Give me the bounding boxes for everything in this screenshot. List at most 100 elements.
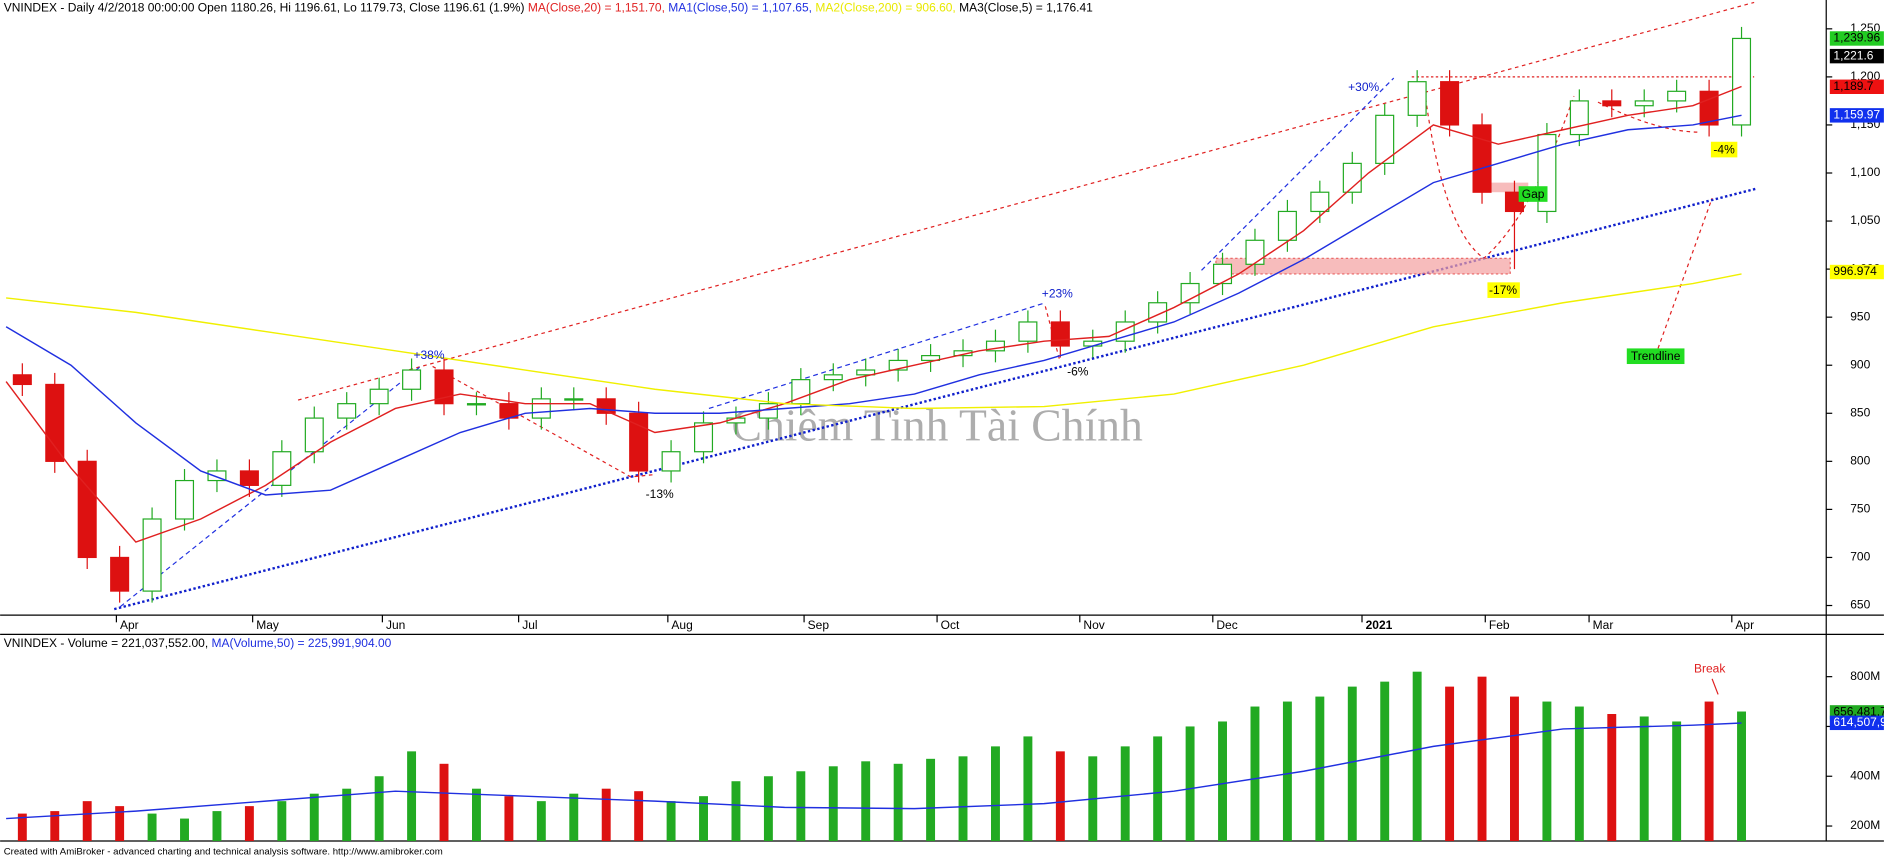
annotation: -6% (1067, 365, 1089, 379)
x-tick-label: Aug (671, 618, 692, 632)
annotation-bg (1710, 141, 1738, 158)
y-tick-label: 800M (1850, 669, 1880, 683)
y-tick-label: 850 (1850, 405, 1870, 419)
candle-body (661, 451, 681, 472)
value-tag-bg (1829, 79, 1884, 94)
candle-body (1018, 321, 1038, 342)
candle-body (304, 417, 324, 453)
volume-bar (1185, 726, 1195, 841)
value-tag: 1,239.96 (1833, 31, 1880, 45)
y-tick-label: 1,050 (1850, 213, 1880, 227)
annotation: Trendline (1631, 349, 1681, 363)
annotation: Gap (1522, 187, 1545, 201)
candle-body (1440, 81, 1460, 126)
candle-body (77, 460, 97, 559)
candle-body (1732, 37, 1752, 126)
candle-body (434, 369, 454, 405)
volume-bar (731, 781, 741, 841)
volume-bar (958, 756, 968, 841)
volume-bar (1607, 714, 1617, 841)
volume-bar (17, 813, 27, 841)
x-tick-label: Sep (808, 618, 830, 632)
value-tag-bg (1829, 108, 1884, 123)
volume-bar (1639, 716, 1649, 841)
candle-body (856, 369, 876, 376)
x-tick-label: 2021 (1366, 618, 1393, 632)
volume-bar (1510, 696, 1519, 841)
ma-line (6, 722, 1742, 820)
gap-zone (1480, 182, 1529, 193)
candle-body (1667, 90, 1687, 102)
volume-bar (1445, 686, 1455, 841)
candle-body (888, 359, 908, 371)
channel-line (297, 1, 1755, 401)
annotation-bg (1518, 186, 1548, 202)
y-tick-label: 200M (1850, 818, 1880, 832)
y-tick-label: 1,100 (1850, 165, 1880, 179)
value-tag-bg (1829, 715, 1884, 731)
volume-bar (1120, 746, 1130, 841)
volume-bar (1218, 721, 1227, 841)
ma-line (5, 85, 1742, 543)
correction-line (432, 365, 655, 478)
volume-bar (1542, 701, 1552, 841)
volume-bar (1250, 706, 1260, 841)
volume-bar (471, 788, 481, 841)
candle-body (1407, 81, 1427, 116)
y-tick-label: 650 (1850, 598, 1870, 612)
volume-bar (634, 791, 644, 841)
y-tick-label: 700 (1850, 550, 1870, 564)
candle-body (402, 369, 422, 390)
candle-body (1472, 124, 1492, 193)
x-tick-label: Apr (1735, 618, 1754, 632)
volume-bar (1672, 721, 1682, 841)
volume-bar (50, 811, 60, 841)
correction-curve (1597, 101, 1701, 133)
candle-body (142, 518, 162, 592)
y-tick-label: 950 (1850, 309, 1870, 323)
volume-bar (1282, 701, 1292, 841)
volume-bar (244, 806, 254, 841)
header-text: VNINDEX - Volume = 221,037,552.00, (4, 636, 208, 650)
value-tag-bg (1829, 48, 1884, 64)
volume-bar (1023, 736, 1033, 841)
volume-bar (1153, 736, 1163, 841)
volume-bar (439, 763, 449, 841)
candle-body (1310, 191, 1330, 213)
volume-bar (796, 771, 806, 841)
volume-bar (926, 758, 936, 841)
candle-body (239, 470, 259, 486)
candle-body (823, 374, 843, 381)
value-tag: 656,481,7 (1833, 705, 1884, 719)
candle-body (12, 374, 32, 386)
candle-body (1342, 162, 1362, 193)
candle-body (207, 470, 227, 482)
volume-bar (147, 813, 157, 841)
volume-bar (82, 801, 92, 841)
annotation: Break (1694, 661, 1726, 675)
annotation: +38% (413, 348, 444, 362)
candle-body (1277, 210, 1297, 241)
volume-bar (180, 818, 189, 841)
volume-bar (277, 801, 287, 841)
y-tick-label: 1,200 (1850, 69, 1880, 83)
candle-body (1602, 100, 1622, 107)
volume-bar (893, 763, 903, 841)
volume-bar (309, 793, 319, 841)
price-header: VNINDEX - Daily 4/2/2018 00:00:00 Open 1… (4, 1, 1093, 15)
value-tag: 1,221.6 (1833, 48, 1873, 62)
candle-body (1050, 321, 1070, 347)
volume-bar (115, 806, 125, 841)
volume-bar (1347, 686, 1357, 841)
candle-body (694, 422, 714, 453)
value-tag: 614,507,9 (1833, 715, 1884, 729)
header-text: MA1(Close,50) = 1,107.65, (668, 1, 812, 15)
y-tick-label: 400M (1850, 768, 1880, 782)
trendline (113, 187, 1757, 611)
y-tick-label: 900 (1850, 357, 1870, 371)
header-text: VNINDEX - Daily 4/2/2018 00:00:00 Open 1… (4, 1, 525, 15)
volume-bar (1055, 751, 1065, 841)
annotation: -13% (646, 487, 674, 501)
annotation: -4% (1713, 142, 1735, 156)
